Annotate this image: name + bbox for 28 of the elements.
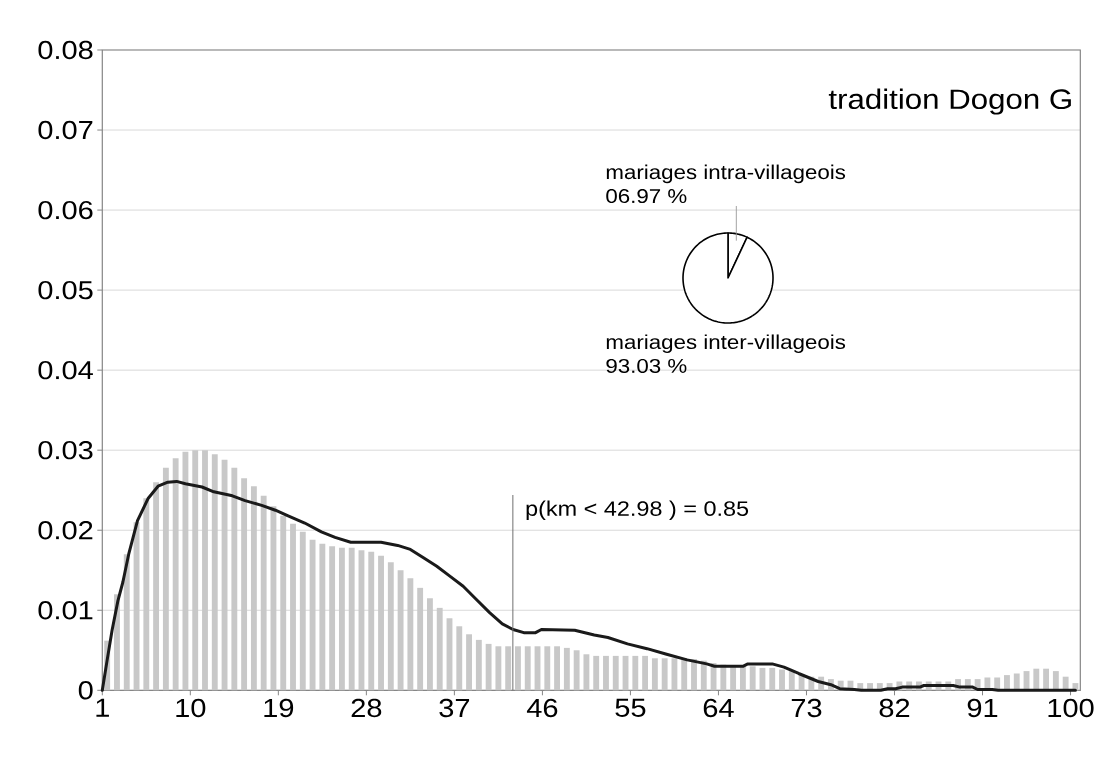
- x-tick-label: 73: [791, 698, 822, 718]
- y-tick-label: 0.04: [38, 360, 93, 380]
- x-tick-label: 64: [703, 698, 734, 718]
- y-tick-label: 0.02: [38, 521, 93, 540]
- x-tick-label: 55: [615, 698, 646, 717]
- slice-label: mariages inter-villageois: [606, 334, 846, 354]
- x-tick-label: 100: [1048, 698, 1094, 718]
- x-tick-label: 19: [264, 698, 294, 718]
- x-tick-label: 82: [879, 698, 910, 718]
- ref-line-label: p(km < 42.98 ) = 0.85: [526, 500, 749, 521]
- slice-label: mariages intra-villageois: [606, 164, 846, 184]
- y-tick-label: 0: [78, 681, 93, 700]
- y-tick-label: 0.05: [38, 280, 93, 300]
- x-tick-label: 1: [96, 698, 109, 717]
- y-tick-label: 0.08: [38, 40, 93, 60]
- x-tick-label: 28: [351, 698, 382, 718]
- x-tick-label: 10: [176, 698, 206, 718]
- y-tick-label: 0.06: [38, 200, 93, 220]
- text: tradition Dogon G: [828, 88, 1071, 115]
- x-tick-label: 37: [439, 698, 470, 718]
- y-tick-label: 0.03: [38, 441, 93, 460]
- x-tick-label: 46: [526, 698, 558, 718]
- data-label: 06.97 %: [606, 188, 687, 204]
- x-tick-label: 91: [967, 698, 998, 718]
- data-label: 93.03 %: [606, 358, 687, 373]
- y-tick-label: 0.07: [38, 120, 93, 140]
- line-series: [100, 479, 1077, 692]
- y-tick-label: 0.01: [38, 601, 93, 620]
